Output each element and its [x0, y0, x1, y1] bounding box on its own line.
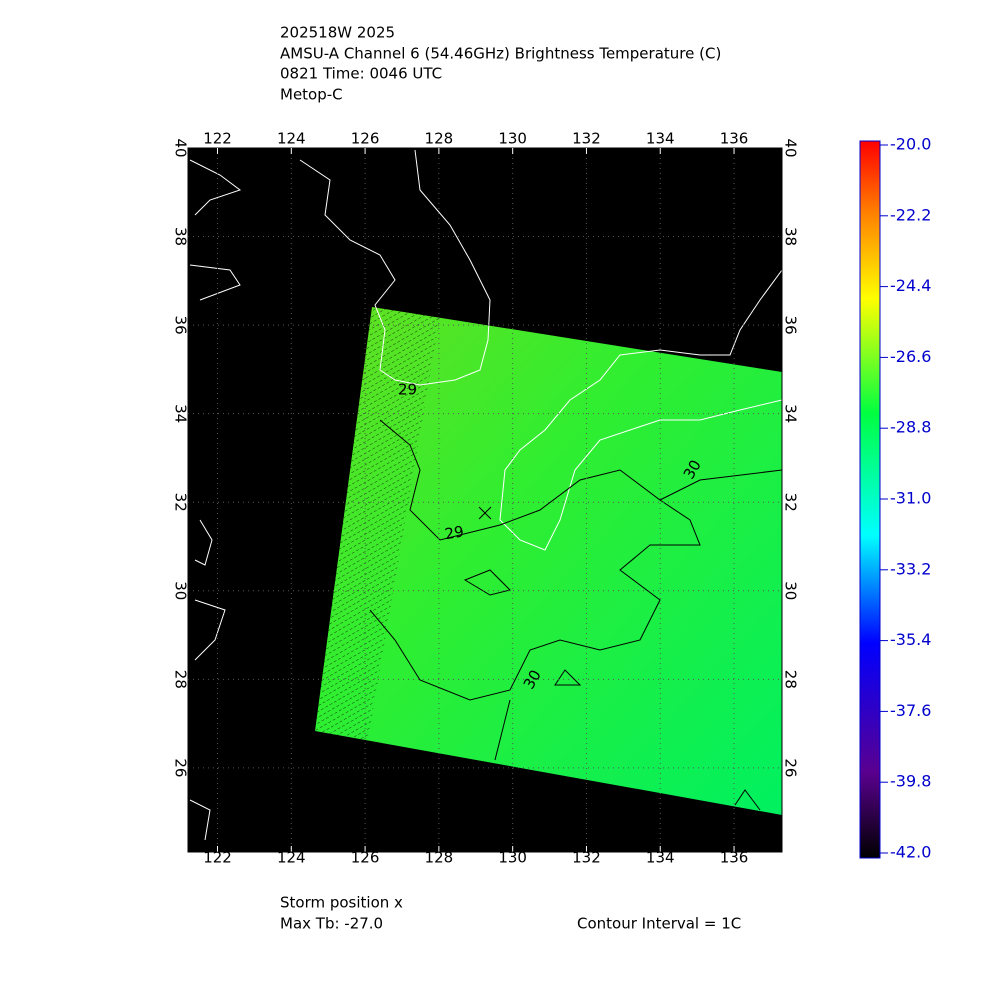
- lon-tick-label: 134: [646, 130, 675, 148]
- lon-tick-label: 122: [203, 849, 232, 867]
- contour-label: 29: [443, 522, 465, 543]
- footer: Storm position x Max Tb: -27.0 Contour I…: [280, 894, 741, 933]
- coastline: [499, 269, 782, 551]
- lat-tick-label: 30: [782, 581, 800, 600]
- storm-marker: [478, 506, 492, 520]
- lon-tick-label: 126: [351, 130, 380, 148]
- map-content: 29 30 30 29: [188, 148, 782, 852]
- contour-line: [463, 569, 511, 596]
- lat-tick-label: 34: [172, 404, 190, 423]
- contour-line: [494, 699, 761, 811]
- storm-position-note: Storm position x: [280, 894, 403, 912]
- coastline: [194, 519, 213, 566]
- contour-interval: Contour Interval = 1C: [577, 915, 741, 933]
- colorbar-tick-label: -31.0: [890, 489, 931, 508]
- lat-tick-label: 36: [172, 316, 190, 335]
- lon-tick-label: 124: [277, 130, 306, 148]
- contours: [369, 419, 782, 811]
- colorbar-tick-label: -22.2: [890, 205, 931, 224]
- colorbar-tick-label: -26.6: [890, 347, 931, 366]
- lat-tick-label: 38: [782, 227, 800, 246]
- contour-line: [554, 669, 582, 686]
- contour-line: [379, 419, 782, 541]
- graticule: [188, 148, 782, 852]
- lon-tick-label: 122: [203, 130, 232, 148]
- title-line: Metop-C: [280, 86, 343, 104]
- lon-tick-label: 128: [425, 130, 454, 148]
- lat-tick-label: 32: [172, 493, 190, 512]
- swath: [315, 307, 782, 815]
- coastline: [189, 799, 211, 841]
- coastline: [299, 149, 491, 386]
- colorbar: [859, 140, 881, 859]
- lon-tick-label: 130: [498, 130, 527, 148]
- header: 202518W 2025 AMSU-A Channel 6 (54.46GHz)…: [280, 24, 721, 104]
- lat-tick-label: 32: [782, 493, 800, 512]
- title-line: AMSU-A Channel 6 (54.46GHz) Brightness T…: [280, 45, 721, 63]
- lon-tick-label: 124: [277, 849, 306, 867]
- coastline: [189, 264, 241, 301]
- lat-tick-label: 26: [782, 758, 800, 777]
- colorbar-tick-label: -20.0: [890, 135, 931, 154]
- colorbar-tick-label: -35.4: [890, 630, 931, 649]
- map-frame: [187, 147, 783, 853]
- coastlines: [189, 149, 782, 841]
- hatched-edge: [315, 307, 440, 740]
- title-line: 0821 Time: 0046 UTC: [280, 65, 442, 83]
- lat-tick-label: 28: [782, 670, 800, 689]
- lat-tick-label: 34: [782, 404, 800, 423]
- colorbar-tick-label: -24.4: [890, 276, 931, 295]
- contour-label: 29: [398, 381, 417, 399]
- coastline: [194, 599, 226, 661]
- lat-tick-label: 40: [172, 138, 190, 157]
- lat-tick-label: 40: [782, 138, 800, 157]
- lon-tick-label: 132: [572, 130, 601, 148]
- lon-tick-label: 126: [351, 849, 380, 867]
- colorbar-tick-label: -37.6: [890, 701, 931, 720]
- colorbar-tick-label: -39.8: [890, 772, 931, 791]
- contour-line: [369, 499, 701, 701]
- lon-tick-label: 128: [425, 849, 454, 867]
- lon-tick-label: 132: [572, 849, 601, 867]
- lat-tick-label: 36: [782, 316, 800, 335]
- max-tb: Max Tb: -27.0: [280, 915, 383, 933]
- lon-tick-label: 136: [720, 130, 749, 148]
- lat-tick-label: 28: [172, 670, 190, 689]
- lat-tick-label: 38: [172, 227, 190, 246]
- lon-tick-label: 134: [646, 849, 675, 867]
- lon-tick-label: 130: [498, 849, 527, 867]
- colorbar-tick-label: -42.0: [890, 843, 931, 862]
- colorbar-tick-label: -28.8: [890, 418, 931, 437]
- coastline: [189, 159, 242, 216]
- title-line: 202518W 2025: [280, 24, 395, 42]
- lon-tick-label: 136: [720, 849, 749, 867]
- lat-tick-label: 30: [172, 581, 190, 600]
- lat-tick-label: 26: [172, 758, 190, 777]
- colorbar-tick-label: -33.2: [890, 559, 931, 578]
